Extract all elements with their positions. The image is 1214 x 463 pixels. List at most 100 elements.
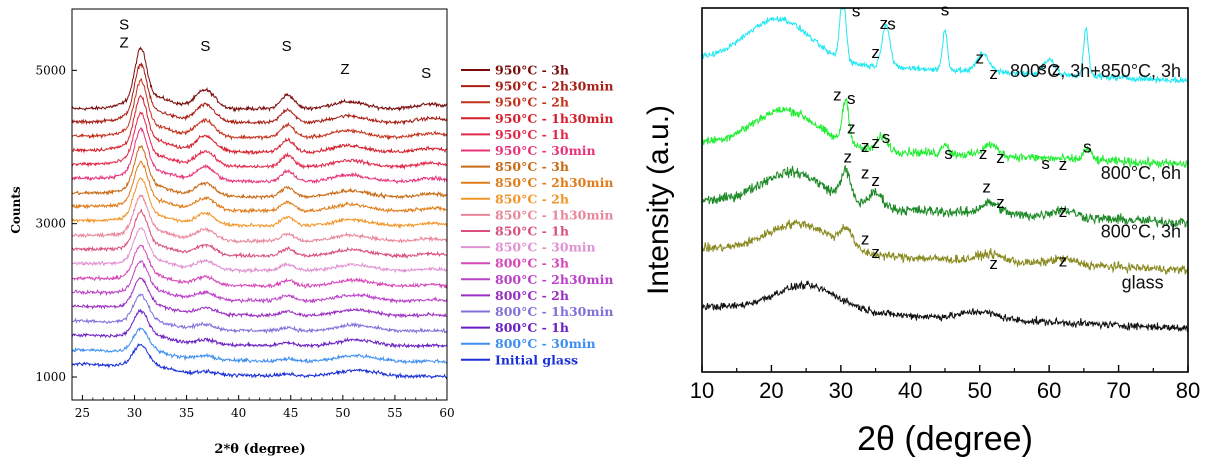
left-series-line: [71, 244, 448, 290]
right-peak-label: z: [979, 144, 988, 163]
right-peak-label: z: [871, 43, 880, 62]
legend-entry: 850°C - 3h: [495, 159, 569, 174]
right-peak-label: z: [1059, 251, 1068, 270]
right-x-tick-label: 50: [967, 378, 991, 403]
right-peak-label: z: [871, 171, 880, 190]
right-peak-label: s: [1041, 154, 1050, 173]
right-peak-label: z: [996, 148, 1005, 167]
right-peak-labels: zszszszzszszszzzsszzszszzzzzzzzzz: [833, 0, 1091, 273]
right-peak-label: z: [871, 243, 880, 262]
right-series-curves: [701, 8, 1189, 333]
legend-entry: 950°C - 2h: [495, 95, 569, 110]
left-x-ticks: 25 30 35 40 45 50 55 60: [71, 395, 455, 420]
right-peak-label: s: [887, 14, 896, 33]
left-series-line: [71, 194, 448, 245]
legend-entry: 850°C - 2h30min: [495, 175, 613, 190]
legend-entry: 800°C - 2h: [495, 288, 569, 303]
right-series-label: 800°C, 3h: [1101, 221, 1181, 241]
right-x-tick-label: 30: [829, 378, 853, 403]
left-series-line: [71, 77, 448, 142]
right-peak-label: z: [861, 137, 870, 156]
left-series-line: [71, 94, 448, 156]
right-peak-label: z: [861, 164, 870, 183]
legend-entry: 950°C - 1h: [495, 127, 569, 142]
right-peak-label: s: [882, 128, 891, 147]
legend-entry: 800°C - 1h: [495, 320, 569, 335]
left-x-tick-label: 50: [335, 406, 350, 420]
left-y-tick-label: 5000: [35, 63, 66, 77]
left-series-line: [71, 260, 448, 305]
left-series-line: [71, 144, 448, 201]
left-series-line: [71, 227, 448, 275]
right-series-label: glass: [1122, 272, 1164, 292]
right-peak-label: z: [1059, 155, 1068, 174]
legend-entry: 800°C - 2h30min: [495, 272, 613, 287]
right-peak-label: s: [847, 89, 856, 108]
left-y-tick-label: 3000: [35, 217, 66, 231]
left-series-line: [71, 208, 448, 260]
legend-entry: 800°C - 30min: [495, 336, 596, 351]
left-x-tick-label: 60: [439, 406, 454, 420]
right-series-line: [701, 279, 1189, 333]
left-series-line: [71, 293, 448, 335]
right-series-line: [701, 218, 1189, 275]
right-peak-label: z: [989, 254, 998, 273]
left-peak-label: S: [421, 65, 431, 82]
legend-entry: 850°C - 30min: [495, 240, 596, 255]
right-x-axis-label: 2θ (degree): [857, 420, 1033, 458]
right-x-tick-label: 40: [898, 378, 922, 403]
left-y-axis-label: Counts: [9, 186, 23, 234]
right-peak-label: z: [989, 64, 998, 83]
right-x-tick-label: 10: [690, 378, 714, 403]
right-peak-label: z: [833, 85, 842, 104]
right-peak-label: s: [944, 144, 953, 163]
legend-entry: 950°C - 3h: [495, 63, 569, 78]
left-series-line: [71, 277, 447, 319]
right-series-label: 800°C, 3h+850°C, 3h: [1010, 61, 1181, 81]
right-peak-label: s: [852, 1, 861, 20]
right-y-axis-label: Intensity (a.u.): [642, 105, 675, 295]
left-x-tick-label: 55: [387, 406, 402, 420]
right-peak-label: z: [1059, 202, 1068, 221]
right-series-line: [701, 97, 1189, 170]
left-x-tick-label: 25: [75, 406, 90, 420]
legend-entry: 850°C - 1h: [495, 224, 569, 239]
right-peak-label: s: [941, 0, 950, 19]
left-x-axis-label: 2*θ (degree): [214, 442, 305, 457]
right-series-line: [701, 164, 1189, 228]
right-x-tick-label: 80: [1176, 378, 1200, 403]
right-x-tick-label: 70: [1106, 378, 1130, 403]
left-x-tick-label: 40: [231, 406, 246, 420]
right-peak-label: z: [847, 118, 856, 137]
left-series-line: [71, 160, 448, 215]
left-series-line: [71, 343, 448, 380]
right-peak-label: z: [982, 178, 991, 197]
left-series-line: [71, 111, 448, 170]
legend-entry: 950°C - 1h30min: [495, 111, 613, 126]
left-x-tick-label: 35: [179, 406, 194, 420]
left-series-curves: [71, 46, 448, 380]
legend-entry: Initial glass: [495, 352, 578, 367]
right-peak-label: z: [861, 230, 870, 249]
legend-entry: 850°C - 1h30min: [495, 207, 613, 222]
legend-entry: 950°C - 30min: [495, 143, 596, 158]
right-peak-label: z: [844, 148, 853, 167]
left-peak-labels: SZ S SZ S: [119, 17, 431, 82]
left-series-line: [71, 127, 448, 185]
right-x-tick-label: 20: [759, 378, 783, 403]
right-peak-label: s: [1038, 59, 1047, 78]
left-x-tick-label: 30: [127, 406, 142, 420]
left-y-tick-label: 1000: [35, 370, 66, 384]
legend-entry: 800°C - 3h: [495, 256, 569, 271]
left-peak-label: S: [282, 38, 292, 55]
right-series-line: [701, 8, 1189, 84]
left-peak-label: Z: [119, 34, 128, 51]
left-x-tick-label: 45: [283, 406, 298, 420]
left-series-line: [71, 177, 448, 230]
right-peak-label: z: [880, 14, 889, 33]
